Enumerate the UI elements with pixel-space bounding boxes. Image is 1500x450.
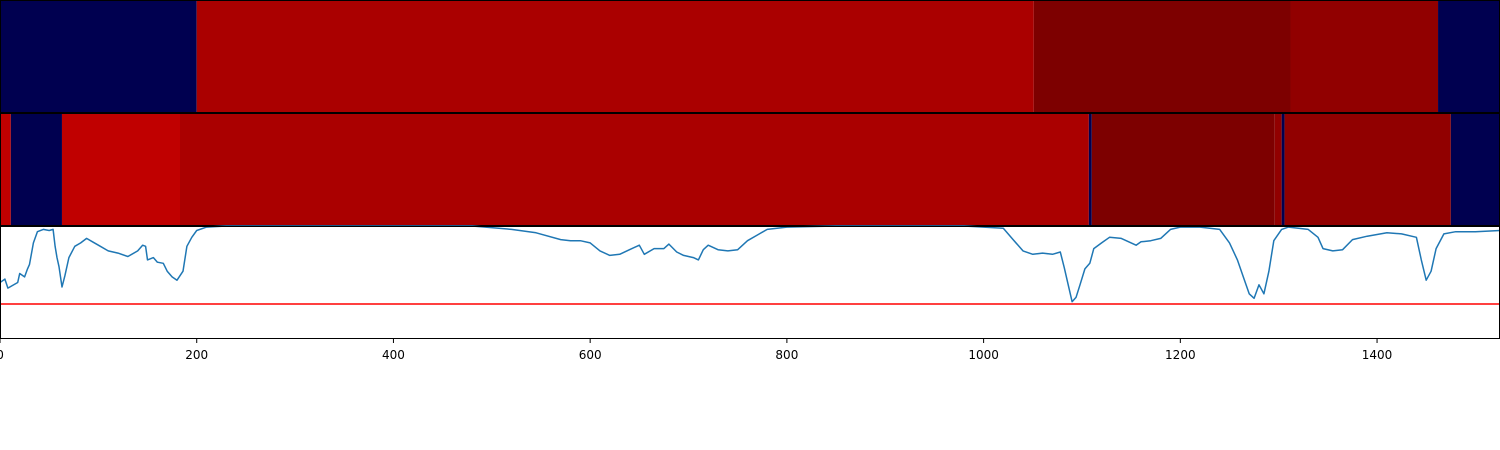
x-tick-label: 1000 — [968, 348, 999, 362]
x-tick-label: 1400 — [1362, 348, 1393, 362]
x-tick-label: 400 — [382, 348, 405, 362]
heatmap-segment — [180, 113, 1089, 226]
signal-line — [0, 225, 1500, 303]
heatmap-segment — [1274, 113, 1282, 226]
heatmap-segment — [196, 0, 1034, 113]
heatmap-segment — [0, 113, 11, 226]
heatmap-segment — [1438, 0, 1500, 113]
x-tick-label: 0 — [0, 348, 4, 362]
heatmap-segment — [1091, 113, 1275, 226]
heatmap-segment — [1033, 0, 1291, 113]
heatmap-segment — [0, 0, 197, 113]
middle-heatmap-strip — [0, 113, 1500, 226]
heatmap-segment — [1290, 0, 1439, 113]
x-tick-label: 1200 — [1165, 348, 1196, 362]
heatmap-segment — [10, 113, 62, 226]
heatmap-segment — [1088, 113, 1092, 226]
heatmap-segment — [1450, 113, 1500, 226]
plot-background — [0, 226, 1500, 339]
line-plot-panel — [0, 225, 1500, 339]
x-tick-label: 200 — [185, 348, 208, 362]
x-tick-label: 800 — [775, 348, 798, 362]
x-axis: 0 200 400 600 800 1000 1200 1400 — [0, 339, 1392, 362]
heatmap-segment — [1281, 113, 1285, 226]
heatmap-segment — [61, 113, 181, 226]
top-heatmap-strip — [0, 0, 1500, 113]
x-tick-label: 600 — [579, 348, 602, 362]
heatmap-segment — [1284, 113, 1451, 226]
